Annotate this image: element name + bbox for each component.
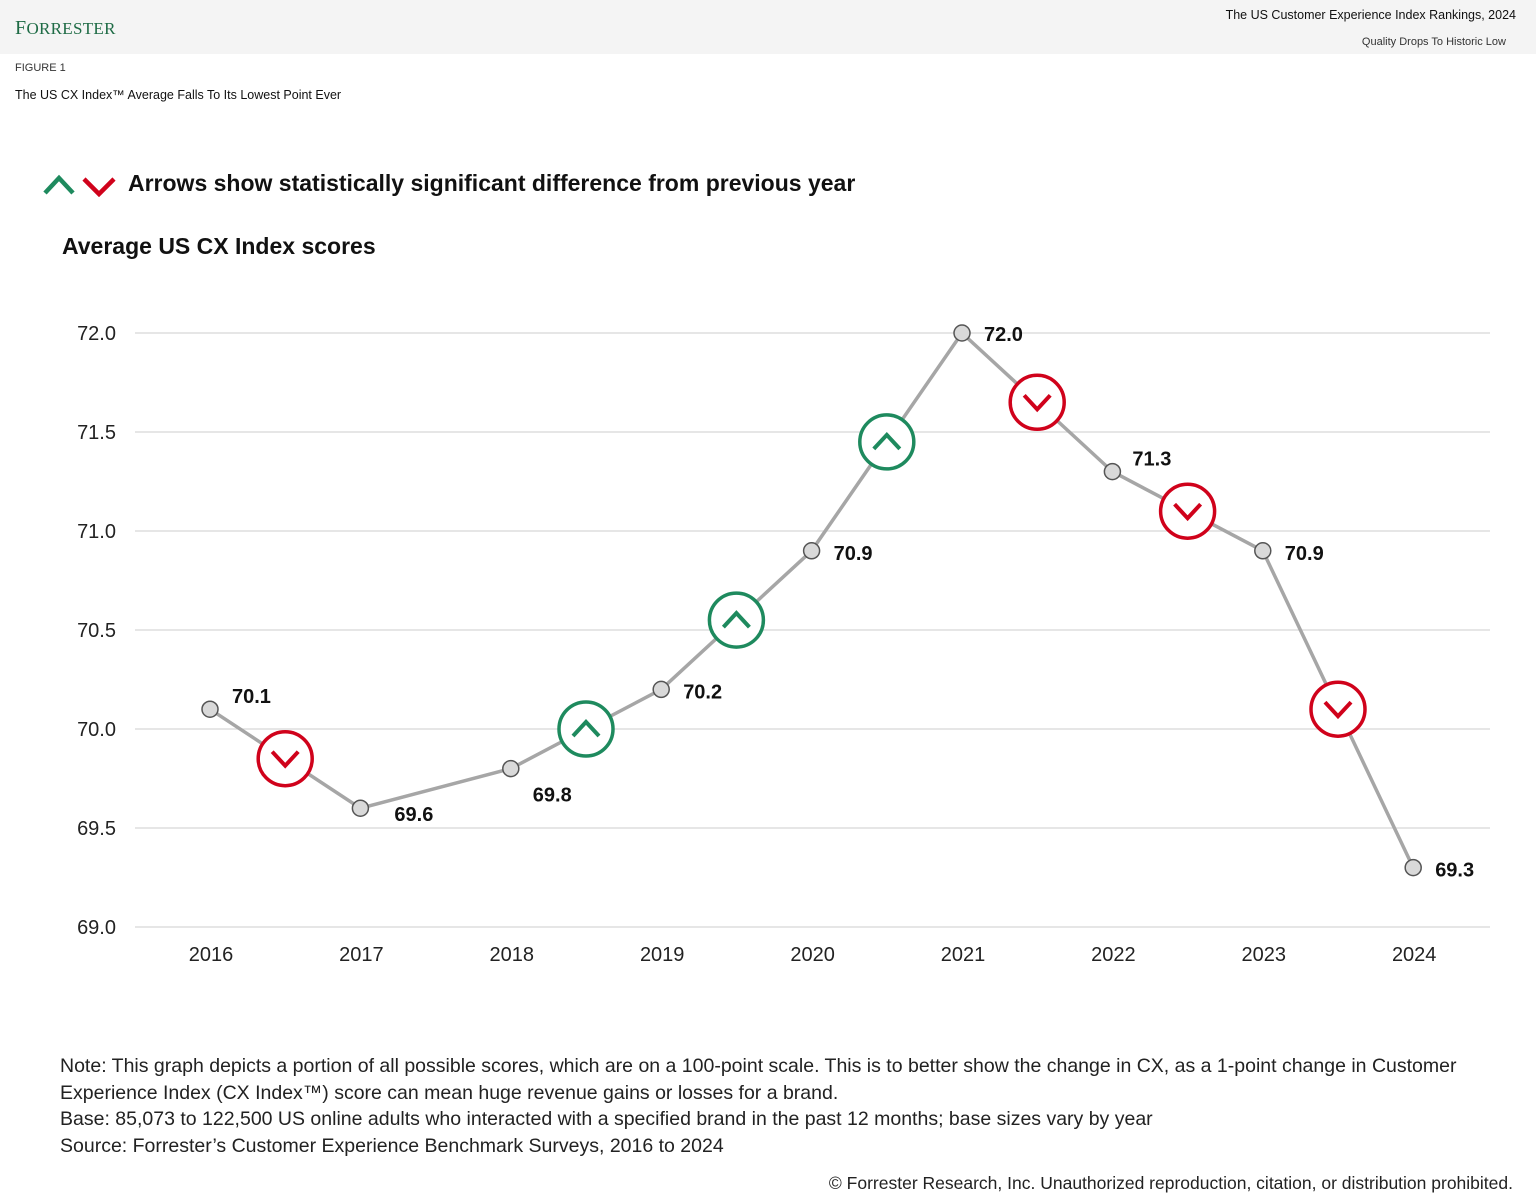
line-chart: 69.0 69.5 70.0 70.5 71.0 71.5 72.0 2016 2017 2018… (77, 323, 1490, 966)
arrow-down-icon (1323, 700, 1353, 720)
figure-title: The US CX Index™ Average Falls To Its Lo… (15, 88, 342, 102)
arrow-up-icon (571, 719, 601, 738)
data-label: 71.3 (1132, 449, 1171, 471)
report-subtitle: Quality Drops To Historic Low (1361, 36, 1506, 48)
figure-label: FIGURE 1 (15, 62, 66, 74)
x-tick-label: 2022 (1091, 944, 1136, 966)
y-tick-label: 69.5 (77, 818, 116, 840)
report-title: The US Customer Experience Index Ranking… (1225, 8, 1516, 22)
significance-marker (557, 700, 615, 758)
legend: Arrows show statistically significant di… (42, 170, 855, 197)
x-tick-label: 2016 (189, 944, 234, 966)
chart-title: Average US CX Index scores (62, 233, 376, 259)
data-point (351, 799, 370, 817)
data-label: 70.9 (1285, 543, 1324, 565)
data-point (1404, 858, 1422, 877)
x-tick-label: 2020 (790, 944, 835, 966)
arrow-down-icon (1173, 502, 1203, 522)
data-point (953, 324, 971, 342)
notes: Note: This graph depicts a portion of al… (60, 1053, 1536, 1159)
note-text: Note: This graph depicts a portion of al… (60, 1055, 1457, 1104)
arrow-down-icon (1022, 393, 1052, 413)
x-tick-label: 2021 (941, 944, 986, 966)
legend-text: Arrows show statistically significant di… (128, 170, 856, 196)
y-tick-label: 70.5 (77, 620, 116, 642)
arrow-down-icon (270, 750, 300, 769)
data-label: 69.3 (1435, 860, 1474, 882)
data-point (1103, 462, 1122, 481)
significance-marker (1158, 482, 1217, 540)
significance-marker (1309, 680, 1367, 738)
data-label: 69.6 (394, 804, 433, 826)
data-point (502, 759, 520, 778)
x-tick-label: 2023 (1242, 944, 1287, 966)
y-tick-label: 69.0 (77, 917, 116, 939)
data-point (652, 680, 670, 699)
data-point (802, 542, 821, 560)
x-tick-label: 2018 (490, 944, 535, 966)
arrow-up-icon (721, 610, 751, 629)
x-tick-label: 2019 (640, 944, 685, 966)
significance-marker (858, 413, 916, 471)
y-tick-label: 70.0 (77, 719, 116, 741)
y-tick-label: 71.5 (77, 422, 116, 444)
x-tick-label: 2024 (1392, 944, 1437, 966)
header-bar: FORRESTER The US Customer Experience Ind… (0, 0, 1536, 54)
data-label: 72.0 (984, 324, 1023, 346)
y-tick-label: 72.0 (77, 323, 116, 345)
data-point (201, 700, 219, 718)
arrow-up-icon (872, 431, 902, 451)
data-point (1254, 542, 1272, 560)
x-tick-label: 2017 (339, 944, 384, 966)
copyright: © Forrester Research, Inc. Unauthorized … (828, 1173, 1513, 1193)
significance-marker (256, 729, 314, 788)
significance-marker (707, 591, 766, 649)
data-label: 69.8 (533, 785, 572, 807)
series-line (209, 330, 1415, 869)
base-text: Base: 85,073 to 122,500 US online adults… (60, 1108, 1153, 1130)
data-label: 70.9 (834, 543, 873, 565)
significance-marker (1008, 373, 1066, 432)
source-text: Source: Forrester’s Customer Experience … (60, 1134, 724, 1157)
up-down-arrows-icon (43, 174, 116, 197)
data-label: 70.1 (232, 686, 271, 708)
data-label: 70.2 (683, 681, 722, 703)
y-tick-label: 71.0 (77, 521, 116, 543)
forrester-logo: FORRESTER (15, 17, 116, 39)
